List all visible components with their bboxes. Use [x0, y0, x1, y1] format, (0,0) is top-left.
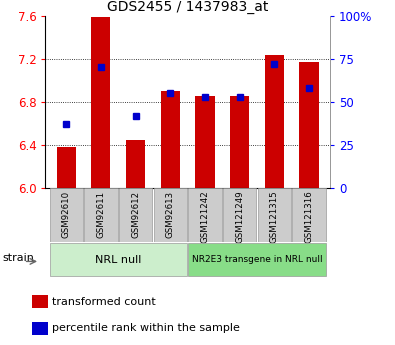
Bar	[265, 56, 284, 188]
Text: percentile rank within the sample: percentile rank within the sample	[51, 323, 239, 333]
Bar	[188, 243, 325, 276]
Bar	[32, 322, 49, 335]
Text: NR2E3 transgene in NRL null: NR2E3 transgene in NRL null	[192, 255, 322, 264]
Text: GSM92610: GSM92610	[62, 191, 71, 238]
Bar	[57, 147, 76, 188]
Text: GSM121249: GSM121249	[235, 191, 244, 243]
Bar	[50, 188, 83, 241]
Bar	[188, 188, 222, 241]
Text: GSM121315: GSM121315	[270, 191, 279, 244]
Bar	[230, 96, 249, 188]
Bar	[292, 188, 325, 241]
Bar	[126, 139, 145, 188]
Text: transformed count: transformed count	[51, 297, 155, 307]
Bar	[258, 188, 291, 241]
Bar	[84, 188, 118, 241]
Bar	[299, 62, 318, 188]
Bar	[32, 295, 49, 308]
Bar	[50, 243, 187, 276]
Text: GSM92613: GSM92613	[166, 191, 175, 238]
Title: GDS2455 / 1437983_at: GDS2455 / 1437983_at	[107, 0, 268, 14]
Text: GSM92611: GSM92611	[96, 191, 105, 238]
Bar	[154, 188, 187, 241]
Bar	[223, 188, 256, 241]
Text: GSM121316: GSM121316	[305, 191, 314, 244]
Text: strain: strain	[2, 253, 34, 263]
Bar	[119, 188, 152, 241]
Bar	[161, 91, 180, 188]
Bar	[196, 96, 214, 188]
Text: GSM92612: GSM92612	[131, 191, 140, 238]
Text: GSM121242: GSM121242	[201, 191, 209, 244]
Bar	[91, 17, 111, 188]
Text: NRL null: NRL null	[95, 255, 141, 265]
